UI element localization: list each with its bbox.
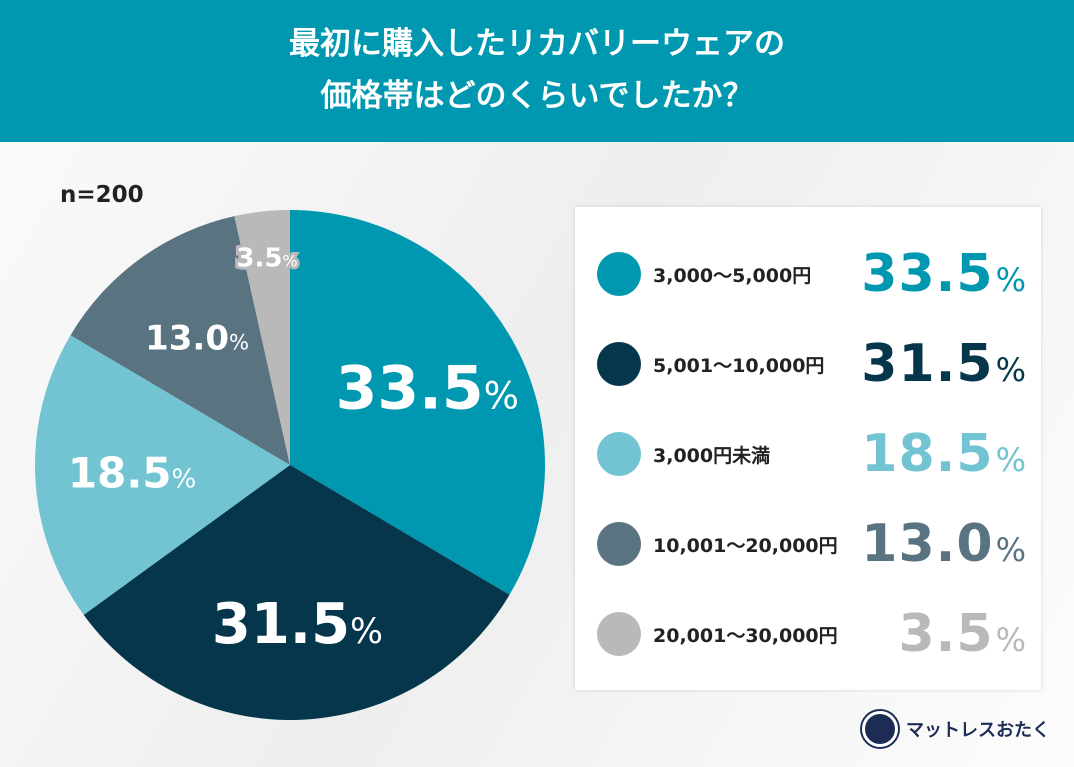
legend-label: 5,001〜10,000円 (653, 354, 825, 377)
legend-label: 3,000〜5,000円 (653, 264, 812, 287)
slice-data-label: 3.5% (236, 244, 297, 274)
brand-logo: マットレスおたく (862, 711, 1050, 747)
legend-item: 3,000〜5,000円 33.5% (575, 229, 1041, 319)
pie-slice (83, 465, 510, 721)
legend-item: 20,001〜30,000円 3.5% (575, 589, 1041, 679)
legend-swatch-icon (597, 432, 641, 476)
legend-value: 33.5% (861, 244, 1027, 304)
pie-slice (234, 210, 290, 465)
legend-swatch-icon (597, 522, 641, 566)
pie-chart: 33.5%31.5%18.5%13.0%3.5% (34, 210, 546, 721)
legend-value: 3.5% (898, 604, 1027, 664)
legend: 3,000〜5,000円 33.5% 5,001〜10,000円 31.5% 3… (575, 207, 1041, 690)
title-line-2: 価格帯はどのくらいでしたか？ (320, 78, 754, 114)
title-banner: 最初に購入したリカバリーウェアの 価格帯はどのくらいでしたか？ (0, 0, 1074, 142)
legend-label: 10,001〜20,000円 (653, 534, 838, 557)
pie-slice (290, 210, 546, 595)
legend-label: 20,001〜30,000円 (653, 624, 838, 647)
title-line-1: 最初に購入したリカバリーウェアの (289, 26, 785, 62)
legend-item: 3,000円未満 18.5% (575, 409, 1041, 499)
legend-value: 31.5% (861, 334, 1027, 394)
logo-mark-icon (862, 711, 898, 747)
brand-name: マットレスおたく (906, 720, 1050, 741)
legend-swatch-icon (597, 342, 641, 386)
legend-item: 5,001〜10,000円 31.5% (575, 319, 1041, 409)
sample-size: n=200 (60, 182, 144, 208)
legend-value: 18.5% (861, 424, 1027, 484)
legend-item: 10,001〜20,000円 13.0% (575, 499, 1041, 589)
legend-swatch-icon (597, 612, 641, 656)
legend-swatch-icon (597, 252, 641, 296)
legend-value: 13.0% (861, 514, 1027, 574)
legend-label: 3,000円未満 (653, 444, 771, 467)
pie-slice (34, 335, 291, 615)
pie-slice (70, 216, 291, 465)
